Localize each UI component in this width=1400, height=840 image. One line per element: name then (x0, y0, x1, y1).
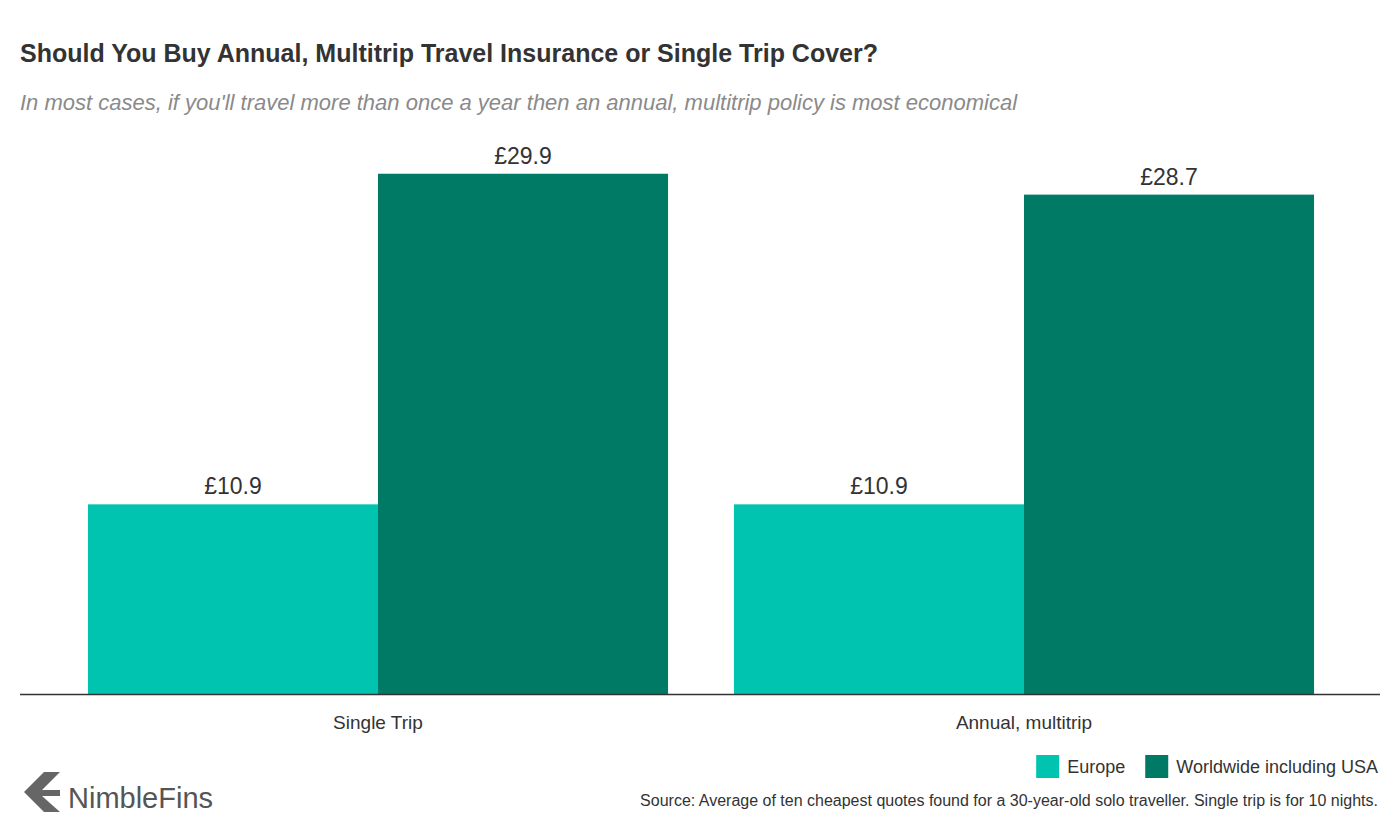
bars (88, 174, 1314, 694)
legend-swatch (1145, 755, 1168, 778)
x-tick-label: Annual, multitrip (956, 712, 1092, 733)
brand-name: NimbleFins (68, 782, 213, 814)
subtitle: In most cases, if you'll travel more tha… (20, 90, 1018, 115)
bar (1024, 195, 1314, 694)
title: Should You Buy Annual, Multitrip Travel … (20, 39, 878, 67)
bar (734, 504, 1024, 694)
x-tick-label: Single Trip (333, 712, 423, 733)
data-label: £28.7 (1140, 164, 1198, 190)
bar (88, 504, 378, 694)
chart: Should You Buy Annual, Multitrip Travel … (0, 0, 1400, 840)
logo-icon (24, 772, 60, 812)
data-label: £10.9 (204, 473, 262, 499)
source-note: Source: Average of ten cheapest quotes f… (640, 792, 1378, 809)
data-label: £10.9 (850, 473, 908, 499)
legend-label: Europe (1067, 757, 1125, 777)
data-labels: £10.9 £10.9 £29.9 £28.7 (204, 143, 1198, 500)
legend-label: Worldwide including USA (1176, 757, 1378, 777)
legend: Europe Worldwide including USA (1036, 755, 1378, 778)
background (0, 0, 1400, 840)
x-axis (20, 694, 1380, 696)
bar (378, 174, 668, 694)
legend-swatch (1036, 755, 1059, 778)
data-label: £29.9 (494, 143, 552, 169)
brand-logo: NimbleFins (24, 772, 213, 814)
